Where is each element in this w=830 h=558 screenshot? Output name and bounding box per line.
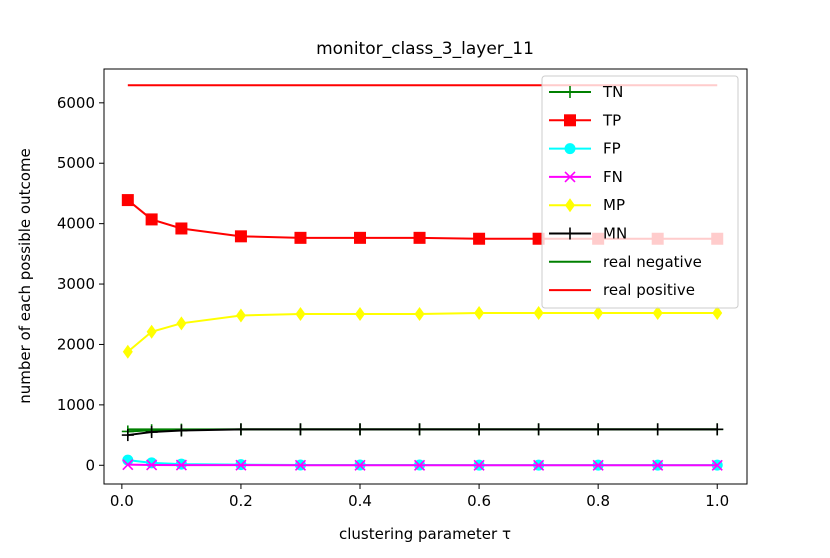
legend-marker <box>564 227 576 240</box>
y-tick-label: 4000 <box>57 215 95 233</box>
x-tick-label: 0.8 <box>586 492 610 510</box>
data-point-mp <box>122 344 133 359</box>
legend-box <box>541 75 739 309</box>
y-tick-label: 2000 <box>57 335 95 353</box>
data-point-tp <box>294 231 307 244</box>
legend-label: FP <box>603 140 621 158</box>
data-point-mn <box>234 423 247 436</box>
data-point-mn <box>473 423 486 436</box>
series-line-mp <box>127 312 718 353</box>
data-point-fn <box>473 459 485 471</box>
data-point-fn <box>146 459 158 471</box>
y-tick-label: 6000 <box>57 94 95 112</box>
data-point-mp <box>235 308 246 323</box>
data-point-mp <box>474 306 485 321</box>
data-point-tp <box>473 232 486 245</box>
data-point-fn <box>354 459 366 471</box>
legend-item-mn: MN <box>549 225 627 243</box>
data-point-fn <box>592 459 604 471</box>
data-point-mp <box>414 306 425 321</box>
data-point-fn <box>652 459 664 471</box>
legend-marker <box>564 86 576 98</box>
data-point-mp <box>533 306 544 321</box>
legend-item-fp: FP <box>549 140 621 158</box>
chart-title: monitor_class_3_layer_11 <box>316 39 534 59</box>
legend-marker <box>565 198 575 213</box>
data-point-mn <box>651 423 664 436</box>
legend-item-mp: MP <box>549 196 625 214</box>
data-point-mn <box>145 426 158 439</box>
y-axis-label: number of each possible outcome <box>16 148 34 404</box>
y-tick-label: 5000 <box>57 154 95 172</box>
data-point-mn <box>413 423 426 436</box>
data-point-mn <box>592 423 605 436</box>
legend-marker <box>564 171 576 183</box>
data-point-mp <box>295 306 306 321</box>
data-point-mn <box>354 423 367 436</box>
data-point-fn <box>294 459 307 471</box>
legend-label: TP <box>602 111 621 129</box>
data-point-mp <box>652 306 663 321</box>
x-tick-label: 1.0 <box>705 492 729 510</box>
data-point-mp <box>176 316 187 331</box>
series-mn <box>121 423 724 442</box>
x-axis-label: clustering parameter τ <box>339 525 511 543</box>
plot-frame <box>103 68 748 485</box>
data-point-tp <box>145 213 158 226</box>
legend-marker <box>564 114 576 127</box>
x-tick-label: 0.4 <box>348 492 372 510</box>
data-point-mp <box>355 306 366 321</box>
x-tick-label: 0.0 <box>110 492 134 510</box>
y-tick-label: 3000 <box>57 275 95 293</box>
data-point-mp <box>712 306 723 321</box>
legend-marker <box>564 143 576 155</box>
legend-label: MN <box>603 225 627 243</box>
series-mp <box>122 306 723 359</box>
data-point-fn <box>175 459 187 471</box>
series-line-fn <box>127 463 718 467</box>
legend-item-fn: FN <box>549 168 623 186</box>
data-point-mp <box>593 306 604 321</box>
y-tick-label: 0 <box>85 456 95 474</box>
data-point-mn <box>175 424 188 437</box>
legend: TN TP FP FN MP MN real negative real positive <box>541 75 739 309</box>
data-point-mn <box>711 423 724 436</box>
data-point-fn <box>122 459 134 471</box>
x-tick-label: 0.2 <box>229 492 253 510</box>
legend-label: TN <box>602 83 623 101</box>
legend-item-tp: TP <box>549 111 621 129</box>
data-point-fn <box>413 459 426 471</box>
data-point-tp <box>121 194 134 207</box>
legend-item-tn: TN <box>549 83 623 101</box>
legend-label: FN <box>603 168 623 186</box>
data-point-tp <box>234 230 247 243</box>
data-point-tp <box>175 222 188 235</box>
data-point-tp <box>413 231 426 244</box>
y-tick-label: 1000 <box>57 396 95 414</box>
data-point-fp <box>146 457 158 469</box>
legend-label: MP <box>603 196 625 214</box>
data-point-mn <box>294 423 307 436</box>
legend-item-real-negative: real negative <box>549 253 702 271</box>
data-point-mp <box>146 324 157 339</box>
legend-label: real positive <box>603 281 695 299</box>
x-tick-label: 0.6 <box>467 492 491 510</box>
series-fn <box>122 459 723 471</box>
data-point-fn <box>711 459 723 471</box>
data-point-fn <box>235 459 247 471</box>
legend-label: real negative <box>603 253 702 271</box>
data-point-fn <box>533 459 545 471</box>
data-point-mn <box>121 429 134 442</box>
data-point-mn <box>532 423 545 436</box>
legend-item-real-positive: real positive <box>549 281 695 299</box>
data-point-tp <box>354 231 367 244</box>
